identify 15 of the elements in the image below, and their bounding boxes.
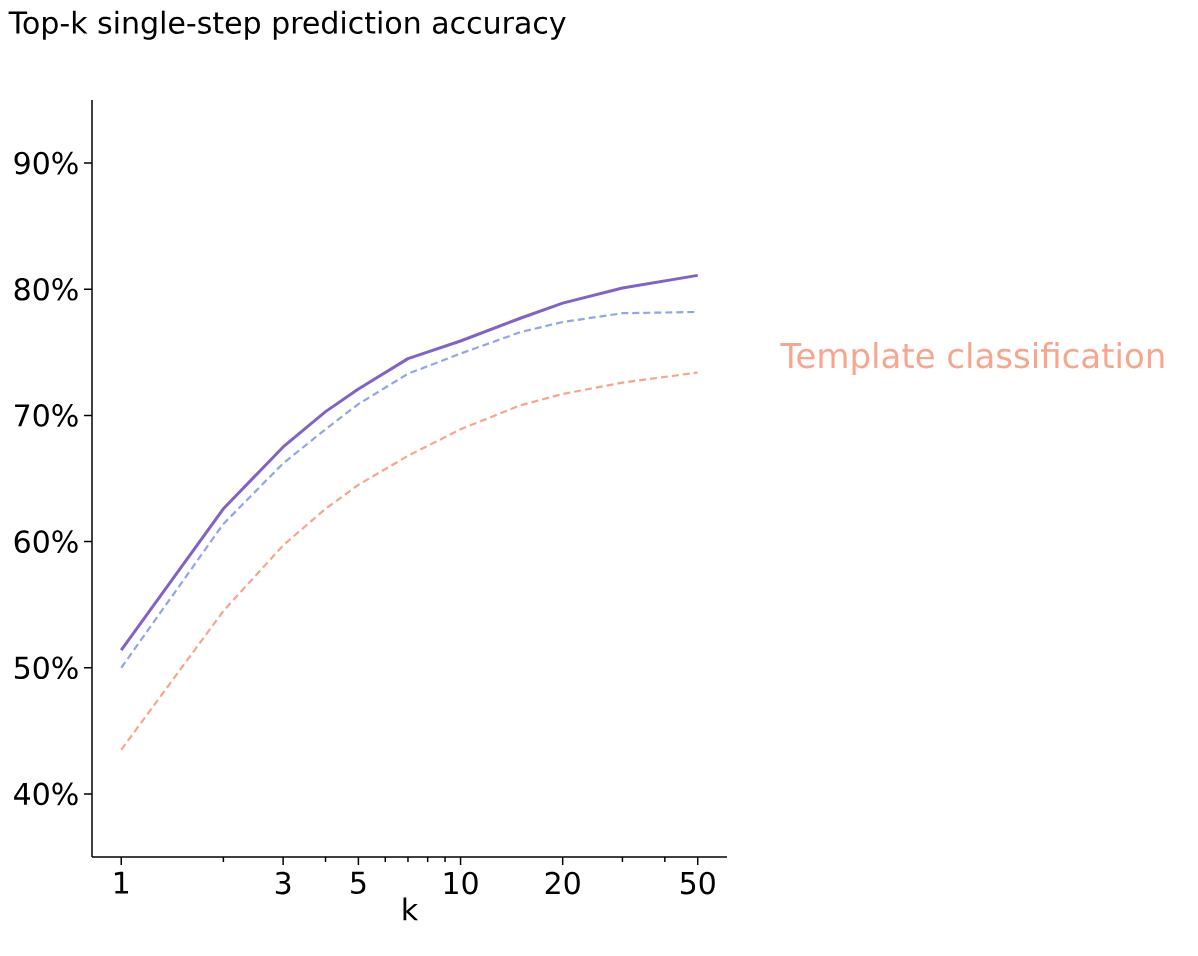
x-tick-label: 50 xyxy=(680,871,715,895)
y-tick-label: 80% xyxy=(14,277,78,301)
x-tick-label: 10 xyxy=(444,871,478,895)
chart-title: Top-k single-step prediction accuracy xyxy=(8,10,566,40)
y-tick-label: 70% xyxy=(15,404,78,427)
y-tick-label: 60% xyxy=(14,530,78,553)
x-tick-label: 5 xyxy=(351,871,366,894)
x-tick-label: 1 xyxy=(115,871,129,894)
y-tick-label: 90% xyxy=(14,151,78,175)
x-tick-label: 20 xyxy=(545,871,580,895)
y-tick-label: 40% xyxy=(14,782,78,806)
x-axis-title: k xyxy=(403,897,419,921)
text: Template classification xyxy=(780,342,1164,375)
x-tick-label: 3 xyxy=(275,871,291,895)
y-tick-label: 50% xyxy=(14,656,78,680)
